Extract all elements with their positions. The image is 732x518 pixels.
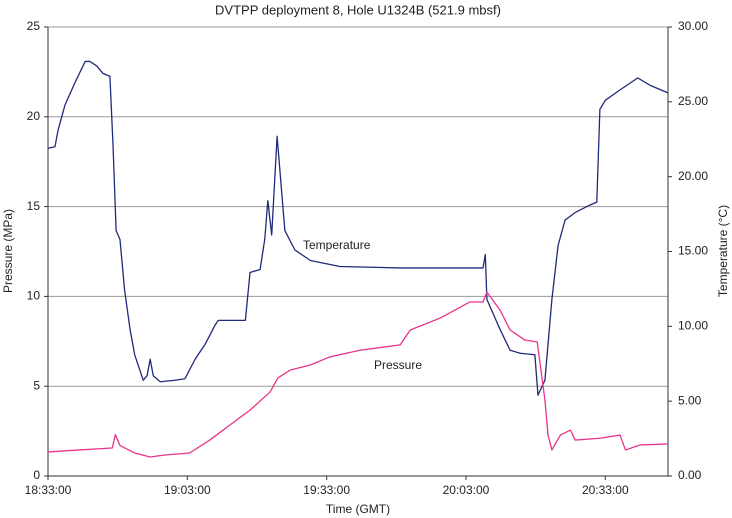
y2-axis-label: Temperature (°C) xyxy=(716,205,730,297)
y2-tick-label: 30.00 xyxy=(678,19,708,33)
x-tick-label: 19:03:00 xyxy=(164,483,211,497)
y-tick-label: 20 xyxy=(27,109,41,123)
series-label: Pressure xyxy=(374,358,422,372)
y2-tick-label: 15.00 xyxy=(678,244,708,258)
y2-tick-label: 5.00 xyxy=(678,393,702,407)
series-label: Temperature xyxy=(303,238,371,252)
y-tick-label: 5 xyxy=(33,378,40,392)
x-tick-label: 20:03:00 xyxy=(443,483,490,497)
x-tick-label: 20:33:00 xyxy=(582,483,629,497)
x-tick-label: 18:33:00 xyxy=(25,483,72,497)
y-tick-label: 0 xyxy=(33,468,40,482)
y2-tick-label: 10.00 xyxy=(678,319,708,333)
chart-title: DVTPP deployment 8, Hole U1324B (521.9 m… xyxy=(215,2,501,17)
y2-tick-label: 25.00 xyxy=(678,94,708,108)
y-tick-label: 15 xyxy=(27,199,41,213)
y-tick-label: 25 xyxy=(27,19,41,33)
series-line xyxy=(47,291,669,458)
x-tick-label: 19:33:00 xyxy=(303,483,350,497)
series-line xyxy=(47,60,669,396)
y2-tick-label: 0.00 xyxy=(678,468,702,482)
y-axis-label: Pressure (MPa) xyxy=(1,209,15,293)
x-axis-label: Time (GMT) xyxy=(326,502,390,516)
y-tick-label: 10 xyxy=(27,289,41,303)
y2-tick-label: 20.00 xyxy=(678,169,708,183)
